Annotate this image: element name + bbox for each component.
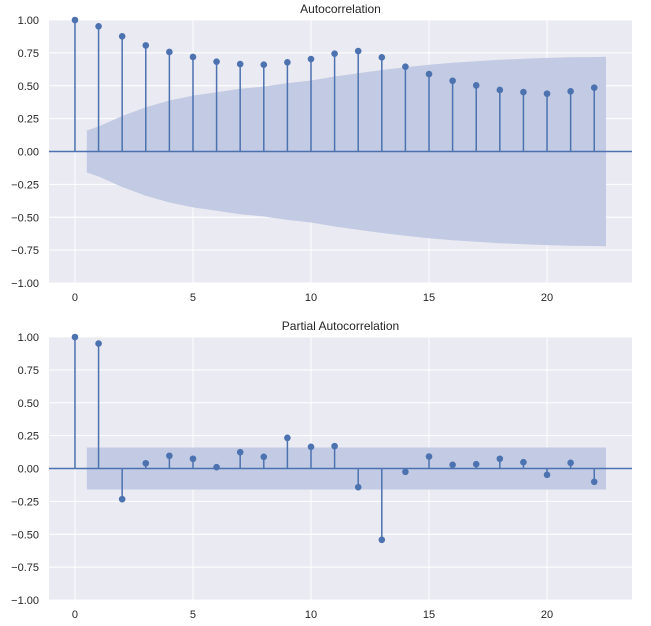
pacf-marker-lag-7 [236,448,244,456]
acf-xtick-label: 10 [305,292,317,304]
acf-marker-lag-9 [284,59,291,66]
acf-marker-lag-20 [543,90,551,97]
pacf-ytick-label: 0.50 [18,398,39,410]
pacf-marker-lag-14 [402,468,409,476]
acf-ytick-label: 0.50 [18,81,39,93]
pacf-marker-lag-3 [142,459,150,467]
pacf-y-tick-labels: −1.00 −0.75 −0.50 −0.25 0.00 0.25 0.50 0.75 1.00 [11,332,39,607]
pacf-marker-lag-4 [166,452,173,460]
pacf-stems [71,333,598,544]
pacf-marker-lag-22 [590,478,598,486]
acf-stems [71,16,598,152]
pacf-marker-lag-8 [260,453,268,461]
pacf-ytick-label: −1.00 [11,595,39,607]
acf-marker-lag-7 [236,60,244,68]
acf-marker-lag-5 [189,53,197,61]
acf-marker-lag-19 [520,88,527,96]
acf-marker-lag-8 [260,61,268,69]
acf-marker-lag-15 [425,70,433,78]
pacf-marker-lag-9 [284,434,291,442]
acf-panel: −1.00 −0.75 −0.50 −0.25 0.00 0.25 0.50 0.75 1.00… [11,2,632,304]
acf-ytick-label: 1.00 [18,15,39,27]
acf-marker-lag-1 [95,23,102,30]
acf-marker-lag-3 [142,42,150,49]
pacf-marker-lag-0 [71,333,79,341]
acf-ytick-label: −1.00 [11,278,39,290]
pacf-marker-lag-12 [354,483,362,491]
pacf-xtick-label: 10 [305,609,317,621]
pacf-title: Partial Autocorrelation [282,319,399,333]
acf-marker-lag-18 [496,86,504,94]
pacf-marker-lag-16 [449,461,456,469]
acf-ytick-label: −0.75 [11,245,39,257]
acf-xtick-label: 15 [423,292,435,304]
pacf-xtick-label: 15 [423,609,435,621]
pacf-marker-lag-21 [567,459,574,467]
pacf-xtick-label: 20 [541,609,553,621]
pacf-xtick-label: 0 [72,609,78,621]
acf-xtick-label: 5 [190,292,196,304]
acf-marker-lag-2 [118,33,126,40]
acf-ytick-label: 0.25 [18,114,39,126]
acf-ytick-label: −0.50 [11,212,39,224]
acf-marker-lag-13 [378,54,386,61]
acf-y-tick-labels: −1.00 −0.75 −0.50 −0.25 0.00 0.25 0.50 0.75 1.00 [11,15,39,290]
pacf-marker-lag-1 [95,340,102,347]
acf-marker-lag-21 [567,87,574,95]
acf-title: Autocorrelation [300,2,381,16]
acf-marker-lag-22 [590,84,598,92]
acf-marker-lag-17 [472,82,480,89]
acf-ytick-label: 0.00 [18,147,39,159]
pacf-marker-lag-20 [543,471,551,479]
pacf-xtick-label: 5 [190,609,196,621]
acf-x-tick-labels: 0 5 10 15 20 [72,292,553,304]
pacf-marker-lag-11 [331,442,338,450]
acf-xtick-label: 0 [72,292,78,304]
acf-ytick-label: −0.25 [11,179,39,191]
pacf-marker-lag-15 [425,453,433,460]
pacf-marker-lag-6 [213,463,220,471]
acf-marker-lag-14 [402,63,409,70]
acf-marker-lag-4 [166,48,173,56]
acf-marker-lag-11 [331,50,338,57]
pacf-marker-lag-2 [118,495,126,503]
pacf-marker-lag-19 [520,458,527,466]
pacf-ytick-label: −0.75 [11,562,39,574]
pacf-ytick-label: 0.00 [18,464,39,476]
pacf-x-tick-labels: 0 5 10 15 20 [72,609,553,621]
acf-marker-lag-16 [449,77,456,85]
pacf-marker-lag-17 [472,460,480,468]
acf-ytick-label: 0.75 [18,48,39,60]
pacf-ytick-label: 1.00 [18,332,39,344]
acf-marker-lag-10 [307,55,315,63]
pacf-ytick-label: 0.75 [18,365,39,377]
pacf-marker-lag-5 [189,455,197,463]
pacf-marker-lag-10 [307,443,315,451]
pacf-panel: −1.00 −0.75 −0.50 −0.25 0.00 0.25 0.50 0.75 1.00… [11,319,632,621]
pacf-ytick-label: −0.50 [11,529,39,541]
pacf-ytick-label: 0.25 [18,431,39,443]
acf-xtick-label: 20 [541,292,553,304]
acf-marker-lag-0 [71,16,79,24]
pacf-marker-lag-13 [378,536,386,544]
pacf-ytick-label: −0.25 [11,496,39,508]
pacf-marker-lag-18 [496,455,504,463]
acf-marker-lag-6 [213,58,220,65]
acf-marker-lag-12 [354,47,362,55]
